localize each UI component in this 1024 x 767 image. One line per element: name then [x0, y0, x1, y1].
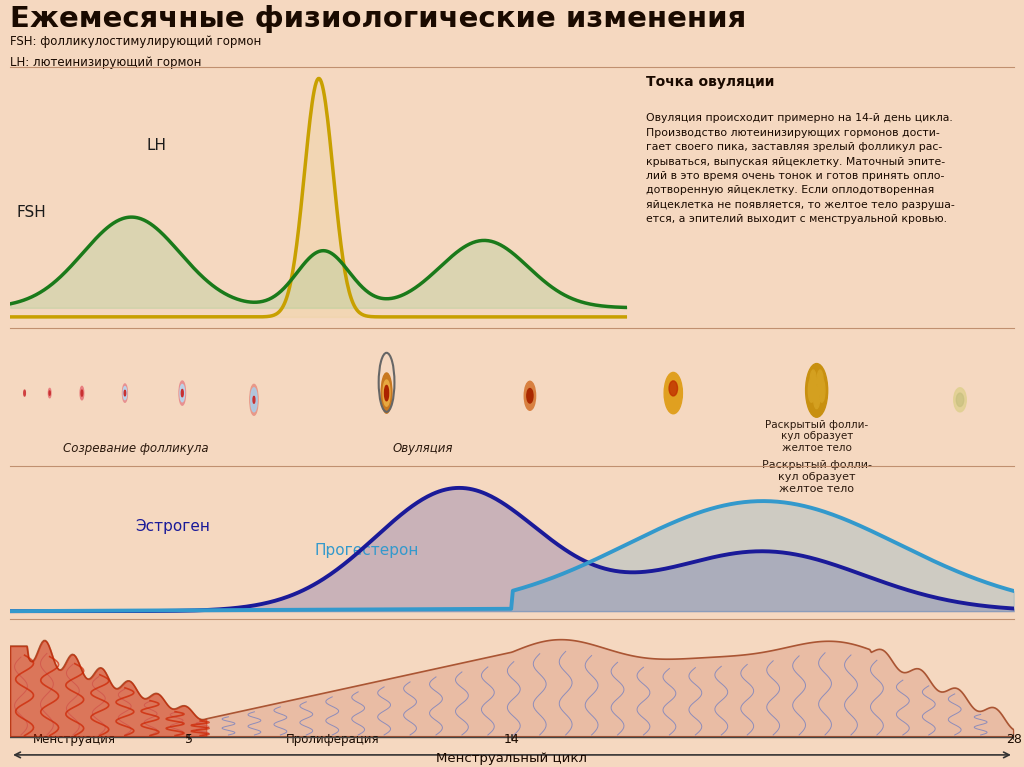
Text: Раскрытый фолли-
кул образует
желтое тело: Раскрытый фолли- кул образует желтое тел…: [765, 420, 868, 453]
Ellipse shape: [526, 389, 534, 403]
Circle shape: [80, 387, 84, 400]
Circle shape: [385, 386, 388, 400]
Text: LH: лютеинизирующий гормон: LH: лютеинизирующий гормон: [10, 56, 202, 69]
Text: Эстроген: Эстроген: [135, 519, 211, 534]
Text: Прогестерон: Прогестерон: [315, 542, 419, 558]
Text: Овуляция: Овуляция: [392, 442, 453, 455]
Circle shape: [123, 384, 127, 402]
Circle shape: [123, 387, 127, 400]
Ellipse shape: [806, 364, 827, 417]
Ellipse shape: [665, 373, 682, 413]
Text: Пролиферация: Пролиферация: [286, 733, 380, 746]
Text: Точка овуляции: Точка овуляции: [646, 74, 774, 88]
Circle shape: [181, 390, 183, 397]
Text: LH: LH: [146, 138, 167, 153]
Circle shape: [49, 391, 50, 395]
Circle shape: [81, 390, 83, 396]
Text: FSH: фолликулостимулирующий гормон: FSH: фолликулостимулирующий гормон: [10, 35, 261, 48]
Text: 28: 28: [1006, 733, 1022, 746]
Ellipse shape: [524, 381, 536, 410]
Circle shape: [124, 390, 126, 396]
Circle shape: [251, 388, 257, 412]
Text: 14: 14: [504, 733, 520, 746]
Text: Менструация: Менструация: [33, 733, 117, 746]
Circle shape: [179, 381, 185, 405]
Circle shape: [808, 379, 815, 402]
Ellipse shape: [953, 388, 967, 412]
Text: 5: 5: [185, 733, 194, 746]
Circle shape: [810, 370, 816, 393]
Text: Ежемесячные физиологические изменения: Ежемесячные физиологические изменения: [10, 5, 746, 34]
Circle shape: [253, 397, 255, 403]
Text: FSH: FSH: [16, 205, 47, 220]
Circle shape: [813, 385, 820, 409]
Circle shape: [818, 379, 825, 402]
Text: Овуляция происходит примерно на 14-й день цикла.
Производство лютеинизирующих го: Овуляция происходит примерно на 14-й ден…: [646, 114, 954, 224]
Ellipse shape: [669, 381, 678, 396]
Circle shape: [381, 373, 392, 413]
Text: Менструальный цикл: Менструальный цикл: [436, 752, 588, 765]
Circle shape: [250, 384, 258, 415]
Text: Раскрытый фолли-
кул образует
желтое тело: Раскрытый фолли- кул образует желтое тел…: [762, 460, 871, 494]
Circle shape: [383, 380, 390, 407]
Ellipse shape: [956, 393, 964, 407]
Circle shape: [48, 388, 51, 398]
Circle shape: [180, 384, 184, 402]
Circle shape: [817, 370, 823, 393]
Text: Созревание фолликула: Созревание фолликула: [62, 442, 209, 455]
Circle shape: [24, 390, 26, 396]
